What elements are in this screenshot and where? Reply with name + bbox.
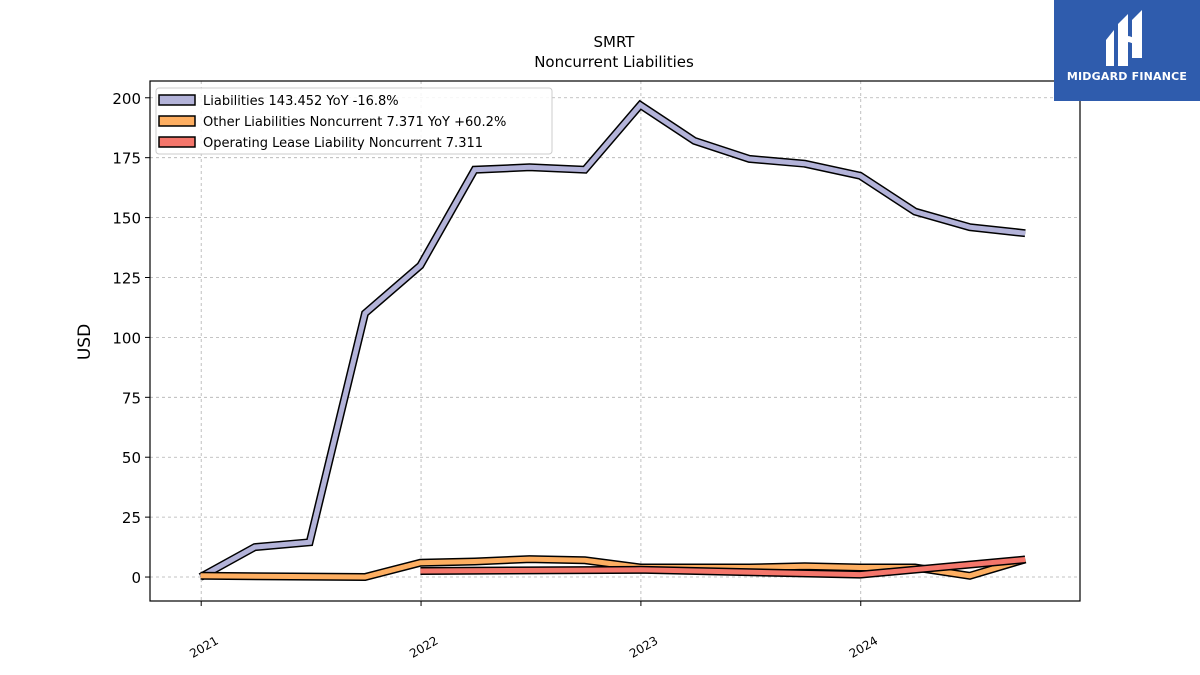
- series-line-outline: [198, 99, 1026, 581]
- x-tick-label: 2021: [187, 633, 220, 660]
- y-tick-label: 75: [122, 389, 141, 407]
- legend-label: Operating Lease Liability Noncurrent 7.3…: [203, 136, 483, 151]
- y-tick-label: 0: [131, 569, 141, 587]
- y-tick-label: 175: [112, 150, 141, 168]
- plot-frame: [149, 80, 1081, 602]
- x-axis: 2021 2022 2023 2024: [187, 601, 880, 661]
- legend-label: Other Liabilities Noncurrent 7.371 YoY +…: [203, 115, 506, 130]
- y-tick-label: 200: [112, 90, 141, 108]
- midgard-logo-icon: [1106, 10, 1142, 66]
- y-tick-label: 50: [122, 449, 141, 467]
- y-axis-label: USD: [75, 324, 95, 360]
- series-line: [199, 101, 1026, 580]
- x-tick-label: 2022: [407, 633, 440, 660]
- legend-item[interactable]: Liabilities 143.452 YoY -16.8%: [158, 94, 399, 109]
- legend-label: Liabilities 143.452 YoY -16.8%: [203, 94, 399, 109]
- series-3: [420, 555, 1026, 579]
- x-tick-label: 2023: [627, 633, 660, 660]
- legend-item[interactable]: Operating Lease Liability Noncurrent 7.3…: [158, 136, 483, 151]
- series-1: [198, 99, 1026, 581]
- legend-swatch: [158, 136, 196, 148]
- legend-item[interactable]: Other Liabilities Noncurrent 7.371 YoY +…: [158, 115, 506, 130]
- x-tick-label: 2024: [847, 633, 880, 660]
- legend-swatch: [158, 94, 196, 106]
- series-line: [420, 557, 1026, 578]
- grid-lines: [150, 81, 1080, 601]
- y-tick-label: 25: [122, 509, 141, 527]
- chart-subtitle: Noncurrent Liabilities: [534, 53, 694, 71]
- y-tick-label: 100: [112, 329, 141, 347]
- brand-name: MIDGARD FINANCE: [1066, 70, 1188, 83]
- legend-box: [155, 87, 553, 155]
- y-tick-label: 125: [112, 269, 141, 287]
- legend[interactable]: Liabilities 143.452 YoY -16.8% Other Liab…: [155, 87, 553, 155]
- y-tick-label: 150: [112, 210, 141, 228]
- brand-logo: MIDGARD FINANCE: [1054, 0, 1200, 101]
- legend-swatch: [158, 115, 196, 127]
- chart-title: SMRT: [594, 33, 636, 51]
- series-layer: [198, 99, 1027, 582]
- y-axis: 0 25 50 75 100 125 150 175 200: [112, 90, 150, 587]
